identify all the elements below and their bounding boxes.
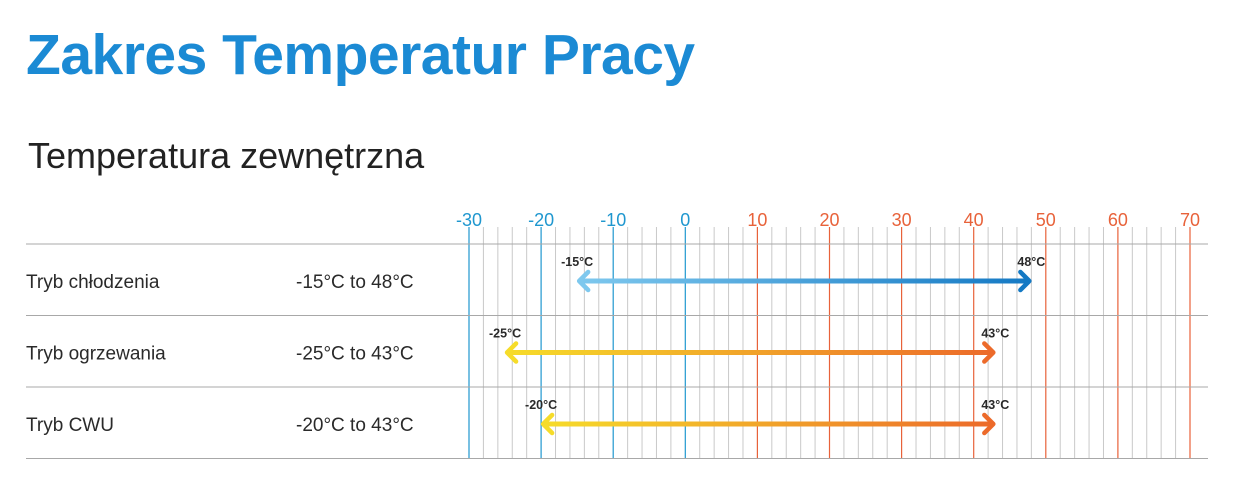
range-max-label: 43°C bbox=[981, 327, 1009, 341]
range-arrow-head-right bbox=[982, 341, 996, 364]
row-range-text: -25°C to 43°C bbox=[296, 344, 414, 365]
row-label: Tryb CWU bbox=[26, 415, 114, 436]
range-row: Tryb ogrzewania -25°C to 43°C -25°C 43°C bbox=[26, 327, 1009, 365]
range-arrow-bar bbox=[507, 350, 994, 355]
range-arrow-head-left bbox=[504, 341, 519, 364]
range-min-label: -20°C bbox=[525, 398, 557, 412]
x-tick-label: -10 bbox=[600, 210, 626, 230]
x-tick-label: -30 bbox=[456, 210, 482, 230]
x-tick-label: 60 bbox=[1108, 210, 1128, 230]
grid-lines bbox=[468, 227, 1191, 458]
range-arrow-bar bbox=[543, 421, 994, 427]
x-tick-label: 40 bbox=[964, 210, 984, 230]
range-row: Tryb chłodzenia -15°C to 48°C -15°C 48°C bbox=[26, 255, 1045, 293]
x-tick-label: -20 bbox=[528, 210, 554, 230]
x-tick-label: 70 bbox=[1180, 210, 1200, 230]
range-max-label: 43°C bbox=[981, 398, 1009, 412]
chart-subtitle: Temperatura zewnętrzna bbox=[28, 135, 425, 176]
row-separators bbox=[26, 243, 1208, 459]
x-tick-label: 0 bbox=[680, 210, 690, 230]
range-min-label: -15°C bbox=[561, 255, 593, 269]
range-row: Tryb CWU -20°C to 43°C -20°C 43°C bbox=[26, 398, 1009, 436]
x-tick-label: 10 bbox=[747, 210, 767, 230]
x-tick-label: 50 bbox=[1036, 210, 1056, 230]
x-axis-tick-labels: -30 -20 -10 0 10 20 30 40 50 60 70 bbox=[456, 210, 1200, 230]
row-label: Tryb chłodzenia bbox=[26, 272, 160, 293]
x-tick-label: 20 bbox=[819, 210, 839, 230]
range-arrow-head-right bbox=[1018, 269, 1032, 293]
page-title: Zakres Temperatur Pracy bbox=[26, 23, 695, 87]
range-min-label: -25°C bbox=[489, 327, 521, 341]
row-range-text: -20°C to 43°C bbox=[296, 415, 414, 436]
row-range-text: -15°C to 48°C bbox=[296, 272, 414, 293]
x-tick-label: 30 bbox=[892, 210, 912, 230]
range-arrow-head-left bbox=[576, 269, 591, 293]
range-arrow-head-left bbox=[540, 412, 555, 436]
row-label: Tryb ogrzewania bbox=[26, 344, 166, 365]
range-arrow-head-right bbox=[982, 412, 996, 436]
chart-rows: Tryb chłodzenia -15°C to 48°C-15°C 48°CTry… bbox=[26, 255, 1045, 436]
range-arrow-bar bbox=[579, 278, 1030, 284]
range-max-label: 48°C bbox=[1017, 255, 1045, 269]
